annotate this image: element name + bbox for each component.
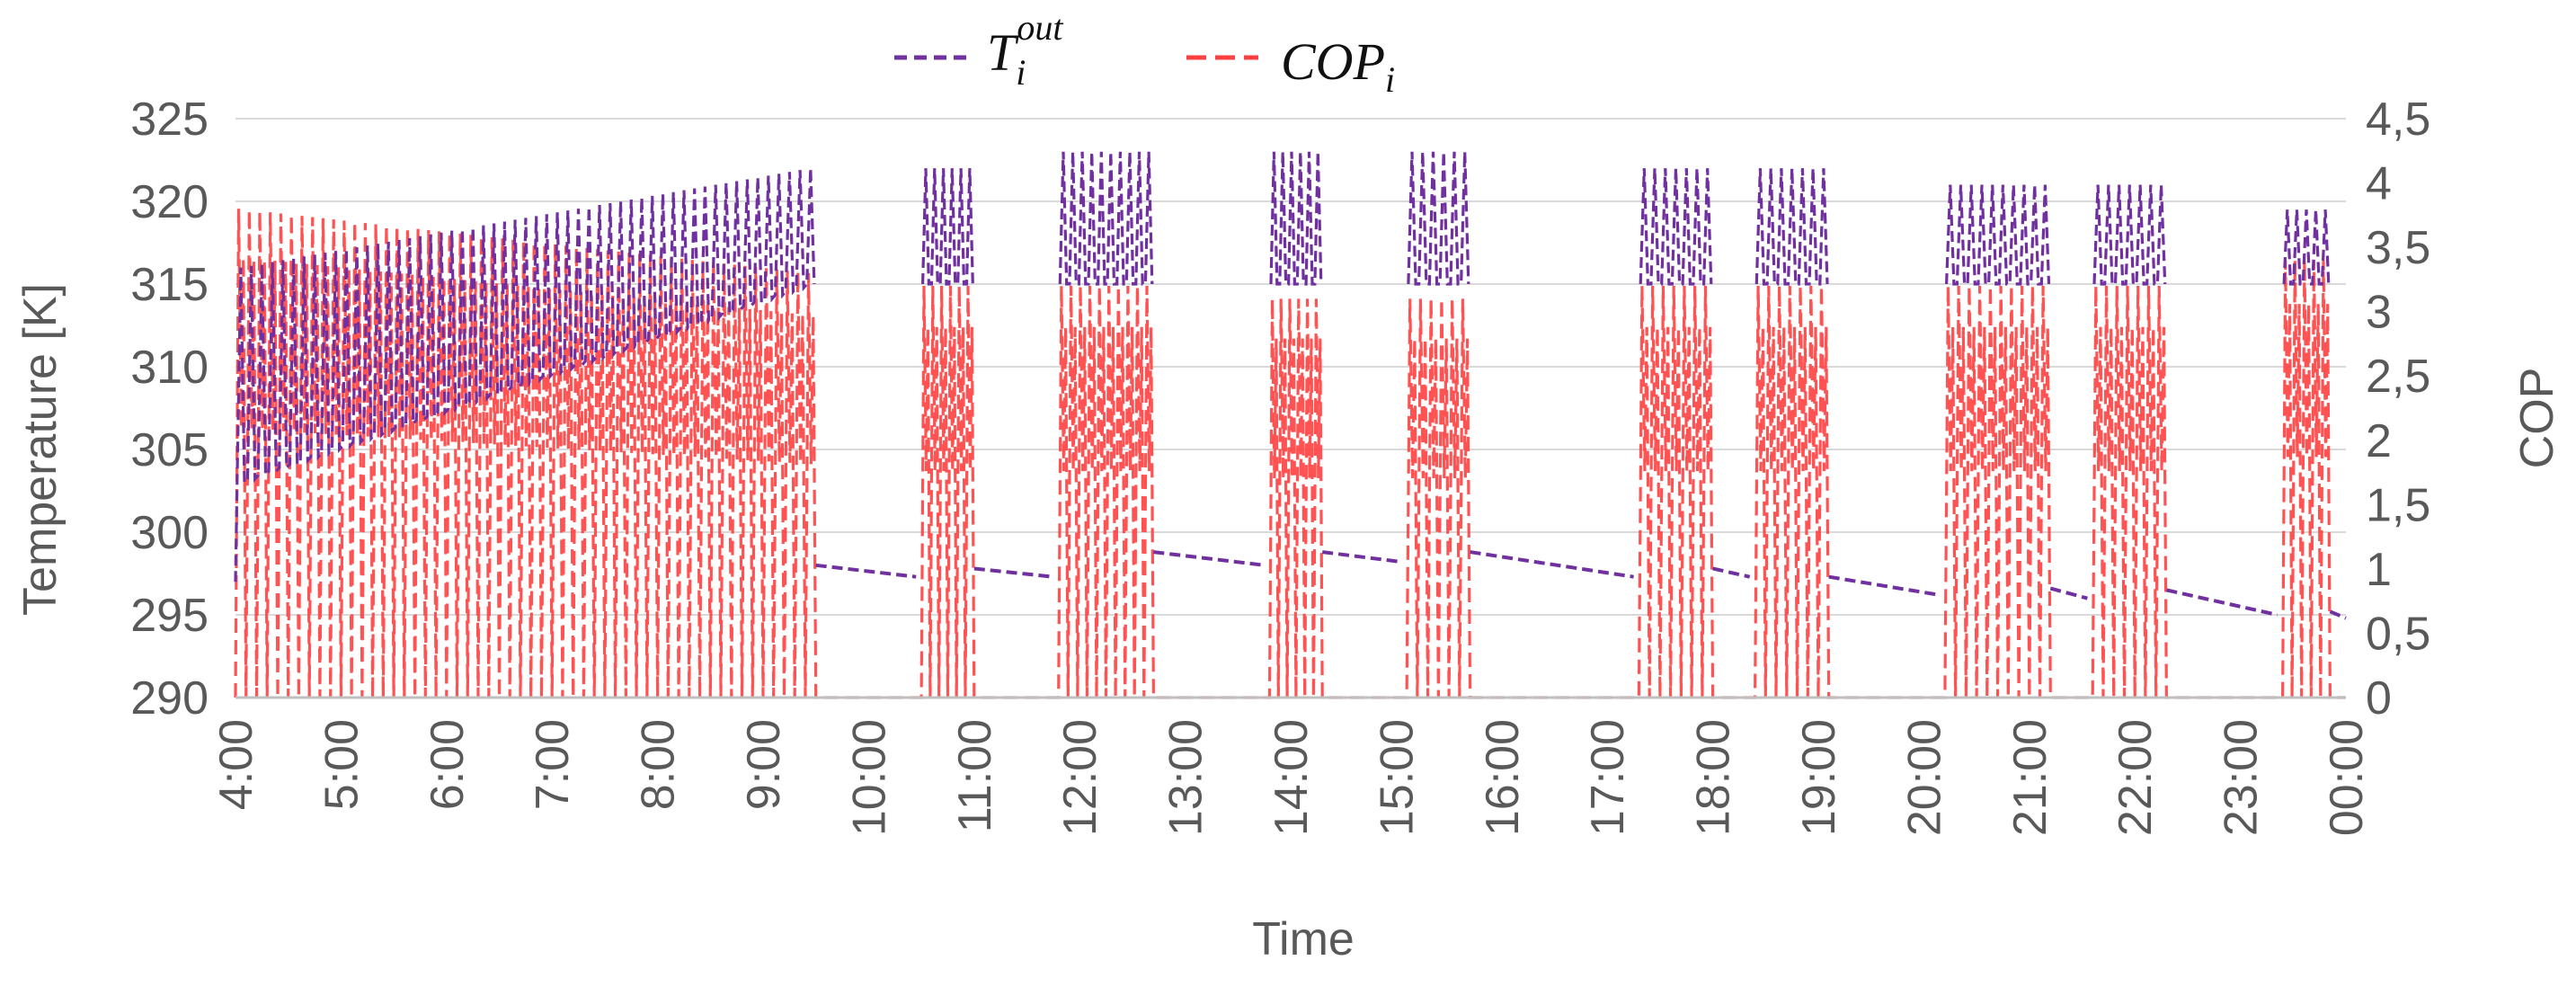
y2-tick-label: 1 xyxy=(2366,544,2392,596)
legend-label-temperature-sub: i xyxy=(1016,52,1026,93)
y-tick-label: 295 xyxy=(130,590,209,642)
temperature-idle-segment xyxy=(2049,586,2088,600)
legend-label-temperature-base: T xyxy=(987,23,1019,82)
temperature-series xyxy=(234,151,2347,620)
x-tick-label: 10:00 xyxy=(843,719,895,836)
y-axis-title: Temperature [K] xyxy=(14,283,67,616)
y2-tick-label: 3 xyxy=(2366,287,2392,339)
temperature-block-line xyxy=(1407,151,1470,286)
y2-tick-label: 4 xyxy=(2366,158,2392,210)
x-tick-label: 16:00 xyxy=(1477,719,1529,836)
y2-tick-label: 0 xyxy=(2366,672,2392,725)
legend-label-cop-sub: i xyxy=(1385,59,1395,100)
temperature-block-line xyxy=(1754,168,1829,286)
x-tick-label: 19:00 xyxy=(1793,719,1845,836)
y2-tick-label: 1,5 xyxy=(2366,479,2430,531)
y2-tick-label: 2,5 xyxy=(2366,351,2430,403)
x-tick-label: 18:00 xyxy=(1688,719,1740,836)
x-tick-label: 00:00 xyxy=(2321,719,2373,836)
y-tick-label: 310 xyxy=(130,342,209,394)
x-tick-label: 20:00 xyxy=(1898,719,1950,836)
y2-axis-title: COP xyxy=(2511,368,2563,469)
temperature-block-line xyxy=(921,168,974,286)
x-tick-label: 22:00 xyxy=(2110,719,2162,836)
y-axis-left-ticks: 290 295 300 305 310 315 320 325 xyxy=(130,93,209,725)
temperature-idle-segment xyxy=(815,563,917,579)
temperature-block-line xyxy=(1269,151,1323,286)
temperature-idle-segment xyxy=(2329,609,2347,620)
legend-label-cop-base: COP xyxy=(1281,32,1385,91)
x-axis-title: Time xyxy=(1252,913,1355,965)
x-tick-label: 21:00 xyxy=(2004,719,2056,836)
cop-series-line xyxy=(234,209,2346,699)
y-axis-right-ticks: 0 0,5 1 1,5 2 2,5 3 3,5 4 4,5 xyxy=(2366,93,2430,725)
x-tick-label: 23:00 xyxy=(2216,719,2268,836)
y-tick-label: 315 xyxy=(130,259,209,311)
x-axis-ticks: 4:00 5:00 6:00 7:00 8:00 9:00 10:00 11:00 12:00 1… xyxy=(210,719,2373,836)
temperature-idle-segment xyxy=(1712,566,1751,579)
temperature-block-line xyxy=(1945,184,2051,286)
x-tick-label: 14:00 xyxy=(1266,719,1318,836)
y2-tick-label: 0,5 xyxy=(2366,608,2430,660)
temperature-block-line xyxy=(2092,184,2167,286)
x-tick-label: 11:00 xyxy=(949,719,1001,832)
temperature-block-line xyxy=(1058,151,1154,286)
temperature-block-line xyxy=(1639,168,1713,286)
temperature-idle-segment xyxy=(973,566,1054,579)
x-tick-label: 7:00 xyxy=(527,719,579,810)
x-tick-label: 12:00 xyxy=(1054,719,1106,836)
y2-tick-label: 3,5 xyxy=(2366,222,2430,274)
x-tick-label: 15:00 xyxy=(1371,719,1423,836)
x-tick-label: 5:00 xyxy=(315,719,368,810)
y2-tick-label: 2 xyxy=(2366,415,2392,467)
legend-label-temperature-sup: out xyxy=(1017,7,1063,48)
cop-series xyxy=(234,209,2346,699)
temperature-idle-segment xyxy=(2165,588,2278,617)
y2-tick-label: 4,5 xyxy=(2366,93,2430,146)
temperature-idle-segment xyxy=(1828,574,1941,597)
y-tick-label: 325 xyxy=(130,93,209,146)
legend-item-cop: COPi xyxy=(1186,32,1395,100)
y-tick-label: 320 xyxy=(130,176,209,228)
y-tick-label: 290 xyxy=(130,672,209,725)
x-tick-label: 4:00 xyxy=(210,719,262,810)
temperature-block-line xyxy=(234,168,816,582)
temperature-idle-segment xyxy=(1321,550,1402,565)
legend-item-temperature: Tiout xyxy=(894,7,1063,93)
svg-text:Tiout: Tiout xyxy=(987,7,1063,93)
x-tick-label: 6:00 xyxy=(422,719,474,810)
x-tick-label: 13:00 xyxy=(1160,719,1212,836)
svg-text:COPi: COPi xyxy=(1281,32,1395,100)
y-tick-label: 305 xyxy=(130,424,209,476)
temperature-idle-segment xyxy=(1470,550,1634,579)
temperature-block-line xyxy=(2282,209,2331,286)
y-tick-label: 300 xyxy=(130,507,209,559)
x-tick-label: 17:00 xyxy=(1582,719,1634,836)
temperature-idle-segment xyxy=(1153,550,1265,567)
x-tick-label: 8:00 xyxy=(633,719,685,810)
legend: Tiout COPi xyxy=(894,7,1395,100)
x-tick-label: 9:00 xyxy=(738,719,790,810)
